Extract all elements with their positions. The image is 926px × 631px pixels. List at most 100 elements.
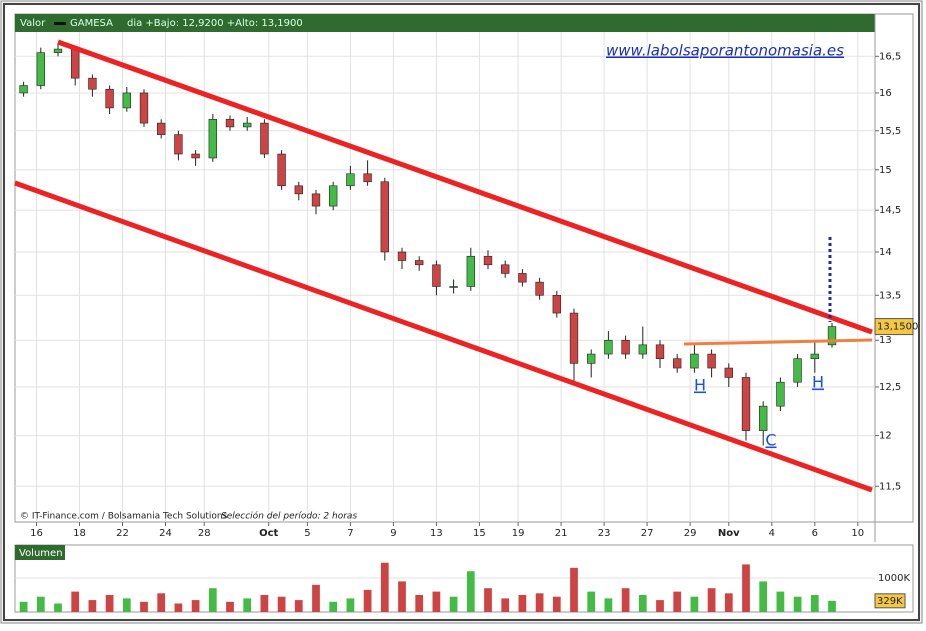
candle-body xyxy=(501,264,510,274)
candle-body xyxy=(225,118,235,128)
last-price-box xyxy=(874,318,914,336)
candle-body xyxy=(466,255,475,287)
price-panel xyxy=(14,13,914,523)
x-tick-label: Oct xyxy=(259,528,278,539)
candle-body xyxy=(243,122,252,128)
last-volume-box xyxy=(874,593,906,609)
volume-bar xyxy=(535,593,544,612)
volume-bar xyxy=(501,598,510,612)
volume-bar xyxy=(793,596,802,612)
x-tick-label: 23 xyxy=(598,528,611,539)
candle-body xyxy=(655,344,665,360)
y-tick-label: 16,5 xyxy=(879,51,901,62)
x-tick-label: 13 xyxy=(430,528,443,539)
volume-bar xyxy=(71,591,80,612)
x-tick-label: Nov xyxy=(718,528,740,539)
volume-bar xyxy=(226,601,234,612)
volume-title: Volumen xyxy=(19,548,63,559)
volume-header xyxy=(15,545,65,560)
volume-bar xyxy=(174,603,183,612)
channel-lower xyxy=(14,180,873,493)
x-tick-label: 15 xyxy=(473,528,486,539)
candle-body xyxy=(311,193,321,207)
volume-bar xyxy=(810,595,819,612)
candle-body xyxy=(346,173,355,187)
candle-body xyxy=(415,260,424,266)
volume-bar xyxy=(19,601,28,612)
x-tick-label: 24 xyxy=(159,528,172,539)
candle-body xyxy=(793,358,802,383)
candle-body xyxy=(587,353,596,364)
x-tick-label: 27 xyxy=(641,528,654,539)
x-tick-label: 29 xyxy=(684,528,697,539)
volume-bar xyxy=(380,562,389,612)
y-tick-label: 12 xyxy=(879,431,892,442)
volume-bar xyxy=(552,596,561,612)
legend-name: GAMESA xyxy=(70,18,113,29)
volume-bar xyxy=(673,591,682,612)
x-tick-label: 28 xyxy=(198,528,211,539)
y-tick-label: 16 xyxy=(879,88,892,99)
volume-bar xyxy=(140,601,148,612)
candle-body xyxy=(604,339,613,355)
volume-bar xyxy=(742,564,750,612)
footer-period: Selección del período: 2 horas xyxy=(221,511,357,522)
y-tick-label: 13,5 xyxy=(879,290,901,301)
x-tick-label: 7 xyxy=(347,528,353,539)
volume-bar xyxy=(294,600,303,612)
header-label: Valor xyxy=(20,18,46,29)
watermark: www.labolsaporantonomasia.es xyxy=(606,42,844,60)
volume-bar xyxy=(88,600,97,612)
x-tick-label: 18 xyxy=(73,528,86,539)
volume-bar xyxy=(724,593,733,612)
candle-body xyxy=(329,185,338,207)
y-tick-label: 15,5 xyxy=(879,126,901,137)
candle-body xyxy=(759,405,768,431)
volume-bar xyxy=(638,595,647,612)
volume-bar xyxy=(518,595,527,612)
y-tick-label: 14,5 xyxy=(879,205,901,216)
candle-body xyxy=(724,367,733,378)
candle-body xyxy=(380,181,389,253)
candle-body xyxy=(260,122,269,155)
candle-body xyxy=(122,92,131,109)
candle-body xyxy=(53,48,63,53)
x-tick-label: 19 xyxy=(512,528,525,539)
candle-body xyxy=(776,381,785,407)
channel-upper xyxy=(57,39,873,335)
volume-bar xyxy=(828,600,836,612)
x-tick-label: 5 xyxy=(304,528,310,539)
volume-bar xyxy=(466,571,475,612)
neckline xyxy=(683,338,873,346)
candle-body xyxy=(88,77,97,90)
volume-bar xyxy=(449,596,458,612)
candle-body xyxy=(449,286,458,288)
y-tick-label: 11,5 xyxy=(879,481,901,492)
candle-body xyxy=(19,85,28,94)
candle-body xyxy=(535,281,544,296)
candle-body xyxy=(71,48,80,79)
volume-bar xyxy=(312,584,320,612)
last-volume-label: 329K xyxy=(877,596,903,607)
y-tick-label: 12,5 xyxy=(879,382,901,393)
volume-bar xyxy=(656,600,664,612)
candle-body xyxy=(277,153,286,187)
candle-body xyxy=(36,52,45,86)
footer-source: © IT-Finance.com / Bolsamania Tech Solut… xyxy=(20,512,228,522)
legend-swatch xyxy=(54,22,66,25)
y-tick-label: 14 xyxy=(879,247,892,258)
candle-body xyxy=(139,92,149,124)
volume-bar xyxy=(36,596,45,612)
candle-body xyxy=(397,251,407,261)
x-tick-label: 16 xyxy=(30,528,43,539)
volume-bar xyxy=(157,593,166,612)
header-text: dia +Bajo: 12,9200 +Alto: 13,1900 xyxy=(127,18,303,29)
volume-bar xyxy=(208,588,217,612)
candle-body xyxy=(363,173,372,183)
candle-body xyxy=(294,185,303,195)
candle-body xyxy=(208,118,217,159)
x-tick-label: 10 xyxy=(851,528,864,539)
volume-bar xyxy=(570,567,578,612)
x-tick-label: 9 xyxy=(390,528,396,539)
annotation: H xyxy=(812,373,824,392)
